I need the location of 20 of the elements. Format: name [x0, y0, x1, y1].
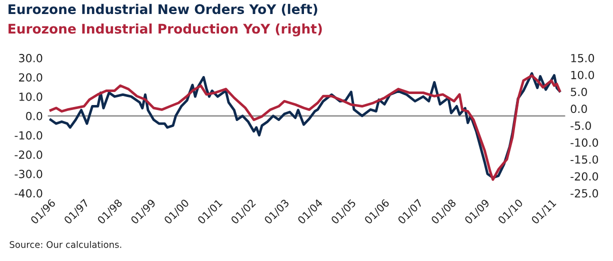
y2-tick-label: -20.0 — [570, 172, 598, 181]
y-tick-label: -30.0 — [14, 170, 42, 178]
y-tick-label: -20.0 — [14, 150, 42, 159]
y2-tick-label: 10.0 — [571, 70, 594, 80]
y2-tick-label: -25.0 — [570, 189, 598, 198]
y-tick-label: -40.0 — [14, 189, 42, 198]
text: Eurozone Industrial New Orders YoY (left) — [8, 4, 318, 16]
y2-tick-label: 0.0 — [570, 104, 587, 114]
y2-tick-label: 15.0 — [571, 54, 594, 62]
text: Eurozone Industrial Production YoY (right) — [8, 23, 322, 36]
y-tick-label: 10.0 — [19, 92, 42, 101]
source-note: Source: Our calculations. — [10, 240, 122, 248]
y2-tick-label: 5.0 — [570, 88, 587, 96]
y2-tick-label: -5.0 — [570, 122, 591, 130]
y-tick-label: 0.0 — [26, 112, 42, 120]
y2-tick-label: -15.0 — [570, 155, 598, 164]
y-tick-label: -10.0 — [14, 131, 42, 140]
y2-tick-label: -10.0 — [570, 138, 598, 147]
y-tick-label: 20.0 — [19, 73, 42, 82]
y-tick-label: 30.0 — [19, 54, 42, 62]
